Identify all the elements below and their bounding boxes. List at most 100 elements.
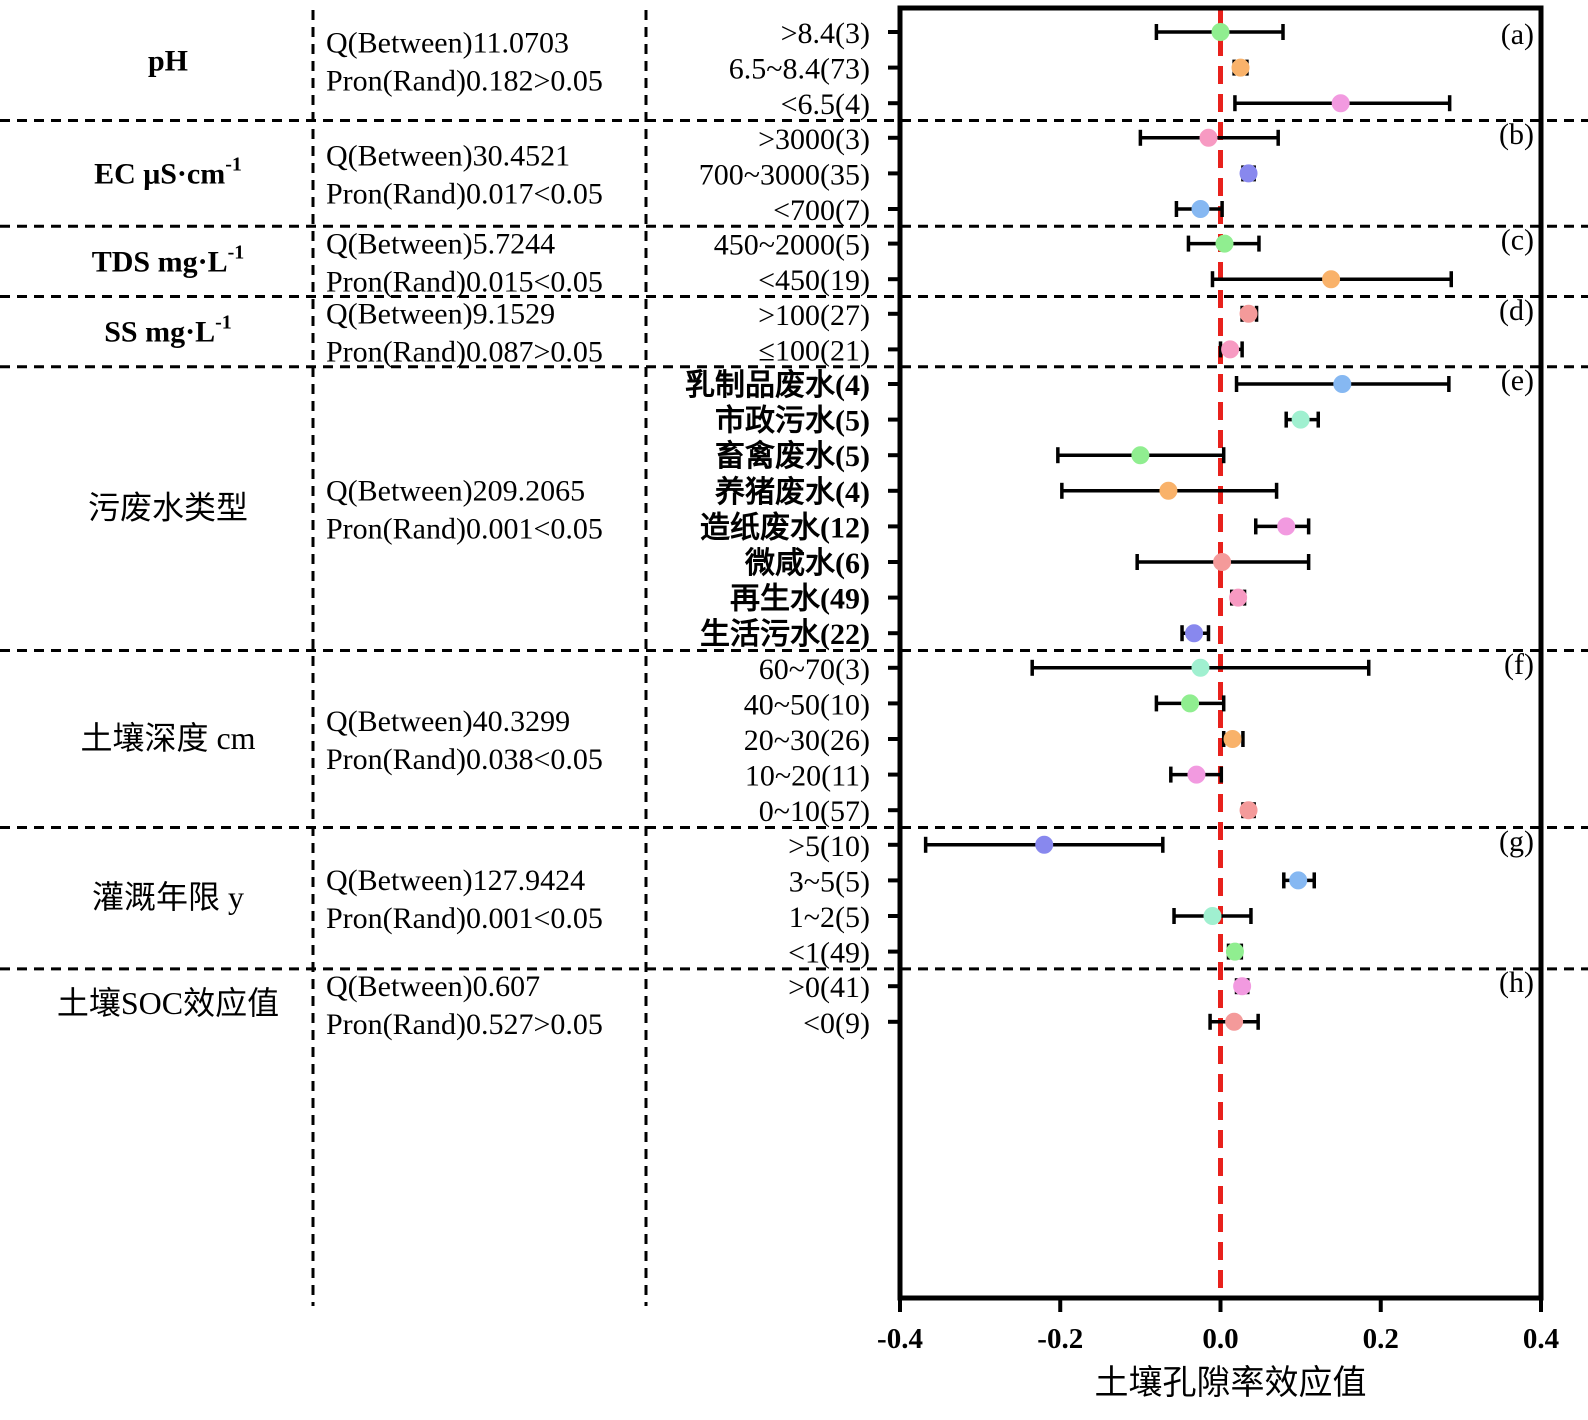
category-label: 再生水(49) xyxy=(730,583,870,616)
effect-point xyxy=(1322,270,1341,289)
q-between-stat: Q(Between)5.7244 xyxy=(326,227,555,260)
category-label: >0(41) xyxy=(788,971,870,1004)
p-rand-stat: Pron(Rand)0.527>0.05 xyxy=(326,1008,603,1041)
effect-point xyxy=(1277,517,1296,536)
effect-point xyxy=(1035,835,1054,854)
category-label: 700~3000(35) xyxy=(699,158,870,191)
x-tick-label: 0.4 xyxy=(1523,1323,1559,1355)
effect-point xyxy=(1191,200,1210,218)
group-name-text: pH xyxy=(148,44,188,77)
effect-point xyxy=(1221,340,1240,359)
effect-point xyxy=(1291,410,1310,429)
category-label: 60~70(3) xyxy=(759,653,870,686)
effect-point xyxy=(1187,765,1206,784)
effect-point xyxy=(1239,304,1258,323)
x-tick-label: -0.2 xyxy=(1037,1323,1083,1355)
p-rand-stat: Pron(Rand)0.015<0.05 xyxy=(326,265,603,298)
category-label: ≤100(21) xyxy=(759,334,870,367)
q-between-stat: Q(Between)0.607 xyxy=(326,970,540,1003)
x-axis: -0.4 -0.2 0.0 0.2 0.4 土壤孔隙率效应值 xyxy=(877,1298,1559,1402)
category-label: 生活污水(22) xyxy=(700,618,870,651)
category-label: 6.5~8.4(73) xyxy=(729,53,870,86)
effect-point xyxy=(1289,871,1308,890)
group-name: TDS mg·L-1 xyxy=(92,241,245,278)
group-name: SS mg·L-1 xyxy=(104,312,232,349)
x-tick-label: 0.2 xyxy=(1363,1323,1399,1355)
x-tick-label: 0.0 xyxy=(1202,1323,1238,1355)
panel-tag: (f) xyxy=(1504,648,1534,681)
effect-point xyxy=(1239,164,1258,183)
group-name-text: 土壤深度 cm xyxy=(80,720,255,756)
group-name: pH xyxy=(148,44,188,77)
separator-lines xyxy=(0,10,1588,1306)
effect-point xyxy=(1185,624,1204,643)
category-label: 10~20(11) xyxy=(745,760,870,793)
category-label: 造纸废水(12) xyxy=(700,511,870,544)
effect-point xyxy=(1191,658,1210,677)
x-tick-label: -0.4 xyxy=(877,1323,923,1355)
panel-tag: (g) xyxy=(1499,825,1534,858)
panel-tag: (c) xyxy=(1501,224,1534,257)
group-name: EC μS·cm-1 xyxy=(94,153,242,190)
effect-point xyxy=(1211,23,1230,41)
category-label: 0~10(57) xyxy=(759,795,870,828)
p-rand-stat: Pron(Rand)0.182>0.05 xyxy=(326,64,603,97)
q-between-stat: Q(Between)40.3299 xyxy=(326,705,570,738)
q-between-stat: Q(Between)9.1529 xyxy=(326,298,555,331)
category-label: <700(7) xyxy=(773,194,870,227)
effect-point xyxy=(1159,481,1178,500)
effect-point xyxy=(1233,977,1252,996)
p-rand-stat: Pron(Rand)0.001<0.05 xyxy=(326,513,603,546)
group-name: 土壤深度 cm xyxy=(80,720,255,756)
category-label: >8.4(3) xyxy=(781,17,870,50)
effect-point xyxy=(1225,942,1244,961)
plot-area: (a) (b) (c) (d) (e) (f) (g) (h) xyxy=(888,5,1544,1301)
group-name: 土壤SOC效应值 xyxy=(57,985,279,1021)
q-between-stat: Q(Between)127.9424 xyxy=(326,864,585,897)
category-label: 市政污水(5) xyxy=(715,404,870,438)
category-label: 40~50(10) xyxy=(744,688,870,721)
panel-tag: (d) xyxy=(1499,294,1534,327)
effect-point xyxy=(1199,128,1218,147)
group-name-text: 灌溉年限 y xyxy=(92,879,244,915)
group-name-text: 污废水类型 xyxy=(88,490,248,526)
group-name-superscript: -1 xyxy=(225,153,242,175)
panel-tag: (e) xyxy=(1501,364,1534,397)
category-label: >100(27) xyxy=(758,299,870,332)
panel-tag: (a) xyxy=(1501,18,1534,51)
category-label: 20~30(26) xyxy=(744,724,870,757)
q-between-stat: Q(Between)30.4521 xyxy=(326,139,570,172)
category-label: 养猪废水(4) xyxy=(715,475,870,509)
effect-point xyxy=(1131,446,1150,465)
group-name-text: 土壤SOC效应值 xyxy=(57,985,279,1021)
effect-point xyxy=(1331,94,1350,113)
effect-point xyxy=(1181,694,1200,713)
panel-tag: (h) xyxy=(1499,966,1534,999)
effect-point xyxy=(1225,1012,1244,1031)
group-name-text: EC μS·cm xyxy=(94,157,225,190)
category-label: 畜禽废水(5) xyxy=(715,439,870,473)
group-name-text: SS mg·L xyxy=(104,316,215,349)
left-table: pH Q(Between)11.0703 Pron(Rand)0.182>0.05 >… xyxy=(57,17,870,1041)
q-between-stat: Q(Between)11.0703 xyxy=(326,26,569,59)
category-label: >3000(3) xyxy=(758,123,870,156)
category-label: <0(9) xyxy=(803,1007,870,1040)
effect-point xyxy=(1239,801,1258,820)
group-name-superscript: -1 xyxy=(228,241,245,263)
effect-point xyxy=(1231,58,1250,77)
category-label: <1(49) xyxy=(788,937,870,970)
p-rand-stat: Pron(Rand)0.001<0.05 xyxy=(326,902,603,935)
category-label: 1~2(5) xyxy=(789,901,870,934)
effect-point xyxy=(1213,553,1232,571)
category-label: 450~2000(5) xyxy=(714,229,870,262)
group-name: 污废水类型 xyxy=(88,490,248,526)
category-label: <450(19) xyxy=(758,264,870,297)
effect-point xyxy=(1203,907,1222,925)
p-rand-stat: Pron(Rand)0.038<0.05 xyxy=(326,743,603,776)
group-name-text: TDS mg·L xyxy=(92,245,228,278)
group-name-superscript: -1 xyxy=(215,312,232,334)
panel-tag: (b) xyxy=(1499,118,1534,151)
category-label: 微咸水(6) xyxy=(744,547,870,580)
category-label: <6.5(4) xyxy=(781,88,870,121)
